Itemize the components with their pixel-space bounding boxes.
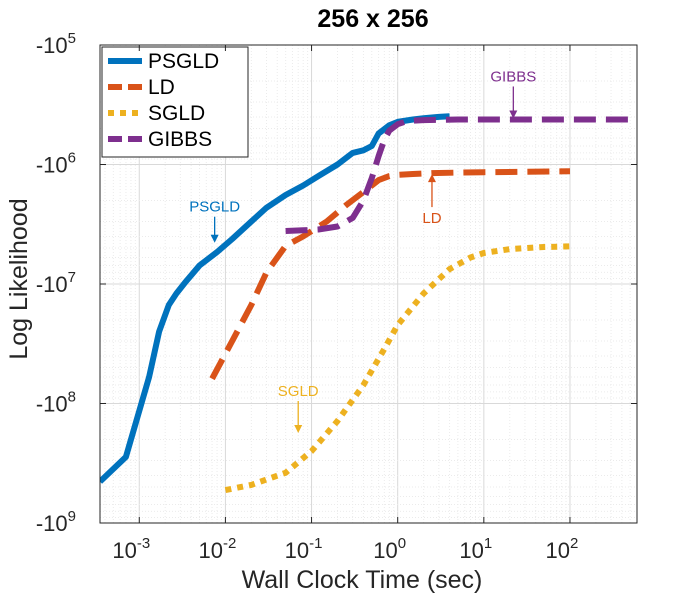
- y-tick-label: -107: [36, 269, 76, 297]
- x-tick-exponent: -3: [137, 535, 150, 552]
- legend-label-sgld: SGLD: [148, 102, 205, 125]
- y-tick-label: -105: [36, 30, 76, 58]
- chart-title: 256 x 256: [317, 5, 428, 33]
- y-tick-exponent: 6: [68, 150, 76, 167]
- x-tick-exponent: -1: [309, 535, 322, 552]
- annotation-gibbs: GIBBS: [490, 68, 536, 119]
- annotation-sgld: SGLD: [278, 383, 319, 434]
- x-tick-base: 10: [546, 538, 570, 563]
- grid: [100, 44, 638, 524]
- x-axis-label: Wall Clock Time (sec): [242, 566, 483, 594]
- x-tick-base: 10: [285, 538, 309, 563]
- y-tick-label: -106: [36, 150, 76, 178]
- x-tick-exponent: 0: [398, 535, 406, 552]
- annotation-arrow-head: [294, 425, 303, 434]
- legend-label-gibbs: GIBBS: [148, 128, 212, 151]
- y-tick-exponent: 9: [68, 508, 76, 525]
- x-tick-label: 101: [459, 535, 492, 563]
- x-tick-label: 10-3: [112, 535, 150, 563]
- y-tick-exponent: 8: [68, 389, 76, 406]
- axes: [99, 44, 638, 524]
- x-tick-label: 10-2: [198, 535, 236, 563]
- x-tick-exponent: -2: [223, 535, 236, 552]
- y-tick-base: -10: [36, 153, 68, 178]
- y-tick-label: -109: [36, 508, 76, 536]
- annotation-label: PSGLD: [189, 199, 240, 216]
- series-group: [100, 113, 631, 494]
- legend: PSGLD LD SGLD GIBBS: [101, 46, 249, 158]
- series-line-gibbs: [285, 116, 631, 234]
- y-tick-base: -10: [36, 272, 68, 297]
- x-tick-label: 102: [546, 535, 579, 563]
- annotation-label: SGLD: [278, 383, 319, 400]
- y-tick-exponent: 7: [68, 269, 76, 286]
- legend-label-psgld: PSGLD: [148, 50, 219, 73]
- x-tick-base: 10: [198, 538, 222, 563]
- x-tick-label: 100: [373, 535, 406, 563]
- x-tick-exponent: 2: [570, 535, 578, 552]
- annotation-ld: LD: [422, 174, 442, 227]
- x-tick-base: 10: [373, 538, 397, 563]
- annotation-psgld: PSGLD: [189, 199, 240, 243]
- y-tick-exponent: 5: [68, 30, 76, 47]
- y-tick-base: -10: [36, 511, 68, 536]
- annotation-arrow-head: [509, 110, 518, 119]
- x-tick-label: 10-1: [285, 535, 323, 563]
- legend-box: [101, 46, 249, 158]
- annotation-arrow-head: [210, 234, 219, 243]
- annotation-label: GIBBS: [490, 68, 536, 85]
- annotation-label: LD: [422, 210, 441, 227]
- y-tick-base: -10: [36, 33, 68, 58]
- x-tick-exponent: 1: [484, 535, 492, 552]
- series-line-sgld: [224, 243, 571, 494]
- annotation-group: PSGLD LD SGLD GIBBS: [189, 68, 536, 434]
- x-tick-base: 10: [459, 538, 483, 563]
- x-tick-base: 10: [112, 538, 136, 563]
- y-tick-label: -108: [36, 389, 76, 417]
- tick-labels: 10-3 10-2 10-1 100 101 102-105-106-107-108-10…: [36, 30, 579, 563]
- y-axis-label: Log Likelihood: [5, 198, 33, 359]
- y-tick-base: -10: [36, 392, 68, 417]
- annotation-arrow-head: [427, 174, 436, 183]
- legend-label-ld: LD: [148, 76, 175, 99]
